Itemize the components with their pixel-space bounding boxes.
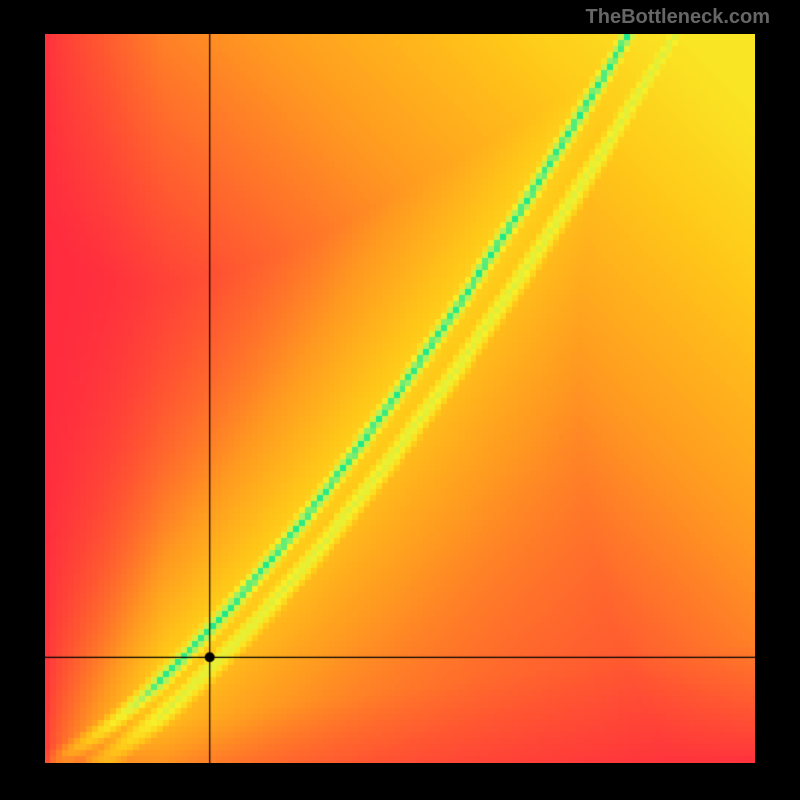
bottleneck-heatmap <box>45 34 755 763</box>
watermark-text: TheBottleneck.com <box>586 6 770 29</box>
